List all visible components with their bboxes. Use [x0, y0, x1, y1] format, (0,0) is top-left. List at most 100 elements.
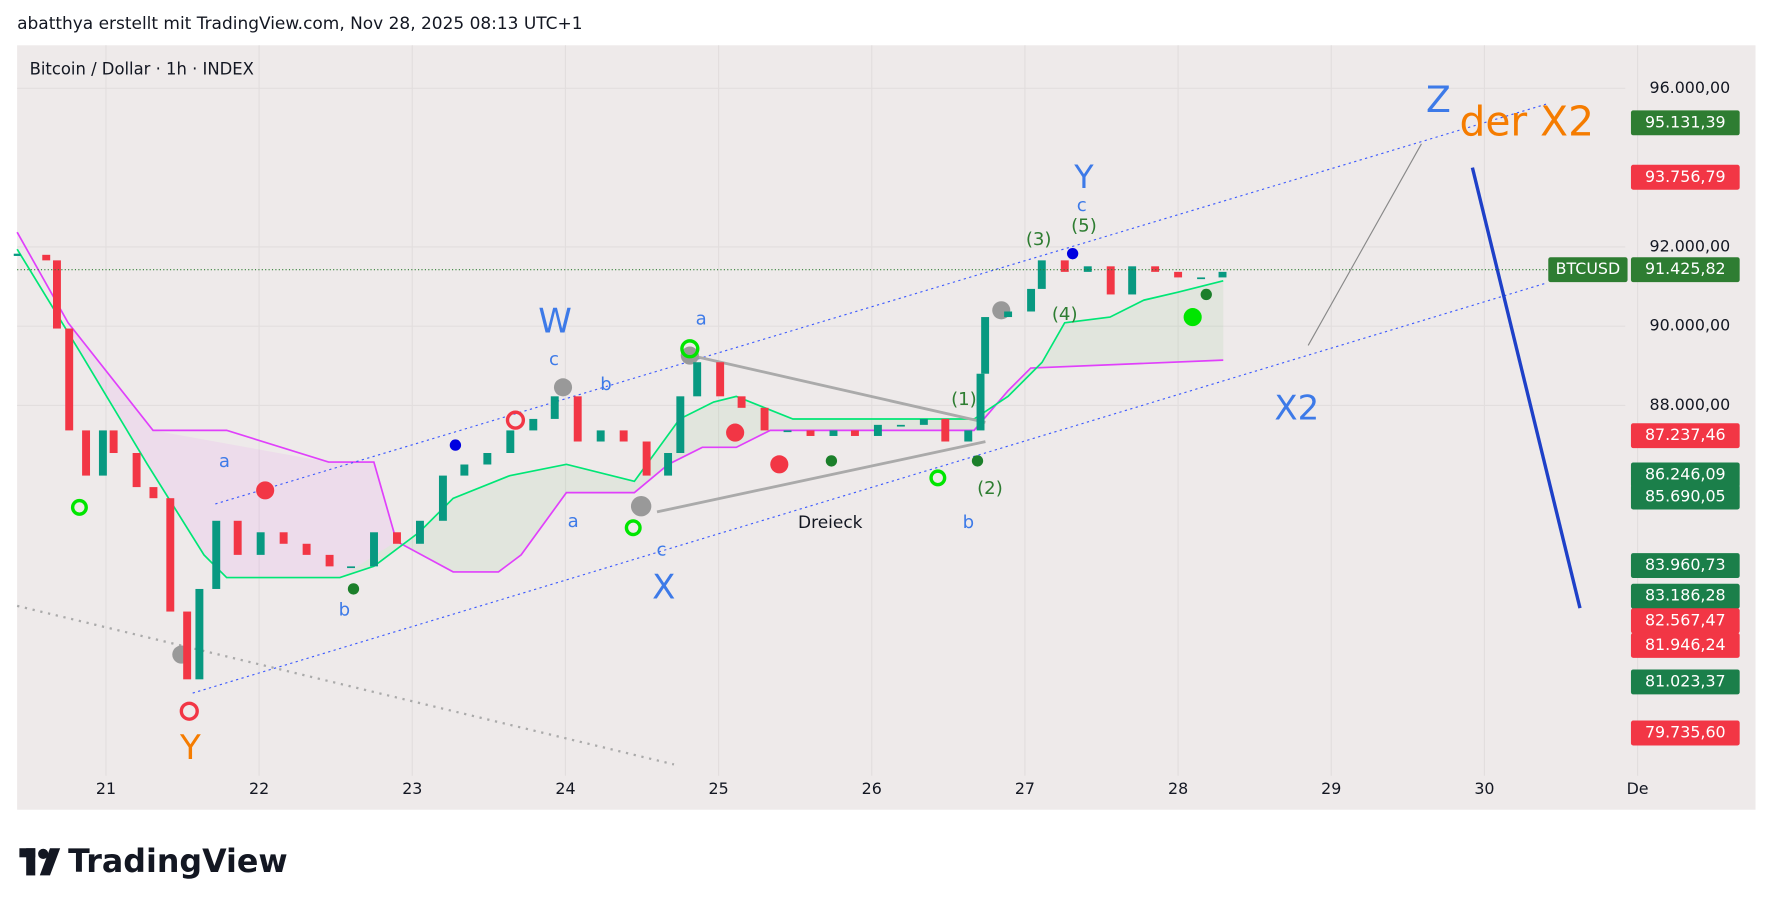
indicator-line — [16, 248, 1224, 579]
price-label: 83.186,28 — [1645, 586, 1726, 605]
candle — [1037, 260, 1046, 289]
marker — [971, 455, 984, 467]
candle — [737, 396, 746, 408]
wave-label: Y — [179, 728, 201, 768]
candle — [1197, 277, 1206, 280]
price-label: 95.131,39 — [1645, 112, 1726, 131]
candle — [370, 532, 378, 567]
wave-label: W — [538, 301, 572, 341]
wave-label: (5) — [1071, 216, 1097, 237]
price-label-box — [1630, 110, 1740, 136]
marker — [726, 423, 745, 442]
candle — [693, 362, 702, 397]
marker — [770, 455, 789, 474]
y-tick-label: 90.000,00 — [1650, 316, 1731, 335]
price-label-box — [1630, 423, 1740, 449]
cloud — [339, 280, 1224, 578]
price-label-box — [1630, 257, 1740, 283]
candle — [98, 430, 107, 476]
candle — [132, 453, 141, 488]
price-label-box — [1630, 462, 1740, 488]
wave-label: c — [549, 349, 559, 370]
marker — [929, 469, 947, 487]
wave-label: Y — [1073, 160, 1094, 196]
candle — [42, 254, 51, 261]
x-tick-label: 26 — [862, 779, 882, 798]
candle — [896, 424, 905, 427]
x-tick-label: 25 — [709, 779, 729, 798]
x-tick-label: 23 — [402, 779, 422, 798]
candle — [573, 396, 582, 442]
x-tick-label: 27 — [1015, 779, 1035, 798]
candle — [760, 407, 769, 431]
candle — [302, 543, 311, 555]
trend-line — [16, 604, 675, 766]
wave-label: b — [963, 512, 975, 533]
marker — [1066, 248, 1079, 260]
drawings — [16, 103, 1582, 766]
symbol-title: Bitcoin / Dollar · 1h · INDEX — [30, 60, 254, 79]
price-label: 91.425,82 — [1645, 259, 1726, 278]
candle — [166, 498, 175, 612]
candle — [65, 328, 74, 431]
price-label-box — [1630, 583, 1740, 609]
candle — [52, 260, 61, 329]
marker — [553, 378, 573, 397]
projection-line — [1307, 143, 1422, 346]
brand: TradingView — [68, 844, 288, 880]
wave-label: (2) — [977, 478, 1003, 499]
x-tick-label: 22 — [249, 779, 269, 798]
candle — [347, 566, 355, 569]
marker — [256, 481, 275, 500]
candle — [850, 430, 859, 436]
price-label-box — [1630, 164, 1740, 190]
indicator-line — [16, 231, 1224, 573]
x-tick-label: 30 — [1474, 779, 1494, 798]
x-tick-label: 28 — [1168, 779, 1188, 798]
wave-label: (3) — [1026, 229, 1052, 250]
candle — [964, 430, 973, 442]
wave-label: b — [600, 374, 612, 395]
logo-shape — [26, 848, 36, 876]
chart-background — [17, 45, 1756, 810]
candle — [506, 430, 515, 454]
labels: 21 22 23 24 25 26 27 28 29 30 De 96.000,00 92.000,00… — [17, 78, 1740, 798]
price-label: 85.690,05 — [1645, 487, 1726, 506]
x-tick-label: 24 — [555, 779, 575, 798]
price-label: 87.237,46 — [1645, 425, 1726, 444]
y-tick-label: 88.000,00 — [1650, 395, 1731, 414]
candle — [1106, 266, 1115, 295]
wave-label: Z — [1426, 78, 1451, 121]
candles — [13, 253, 1227, 680]
candle — [195, 588, 204, 680]
x-tick-label: 21 — [96, 779, 116, 798]
candle — [550, 396, 559, 419]
candle — [1060, 260, 1069, 272]
candle — [1151, 266, 1160, 272]
wave-label: b — [339, 599, 351, 620]
candle — [1218, 271, 1227, 278]
marker — [179, 701, 199, 721]
price-label-box — [1630, 632, 1740, 658]
price-label-box — [1630, 484, 1740, 510]
price-label: 81.946,24 — [1645, 635, 1726, 654]
candle — [279, 532, 288, 544]
logo — [19, 848, 61, 876]
symbol-tag: BTCUSD — [1556, 259, 1621, 278]
marker — [825, 455, 838, 467]
candle — [1004, 311, 1013, 318]
x-tick-label: De — [1627, 779, 1649, 798]
candle — [873, 424, 882, 436]
logo-shape — [38, 848, 49, 860]
y-tick-label: 92.000,00 — [1650, 236, 1731, 255]
candle — [619, 430, 628, 442]
wave-label: der X2 — [1459, 98, 1594, 146]
candle — [642, 441, 651, 476]
candle — [256, 532, 265, 555]
marker — [449, 439, 462, 451]
caption: abatthya erstellt mit TradingView.com, N… — [17, 14, 582, 34]
candle — [976, 373, 985, 431]
candle — [212, 520, 221, 589]
